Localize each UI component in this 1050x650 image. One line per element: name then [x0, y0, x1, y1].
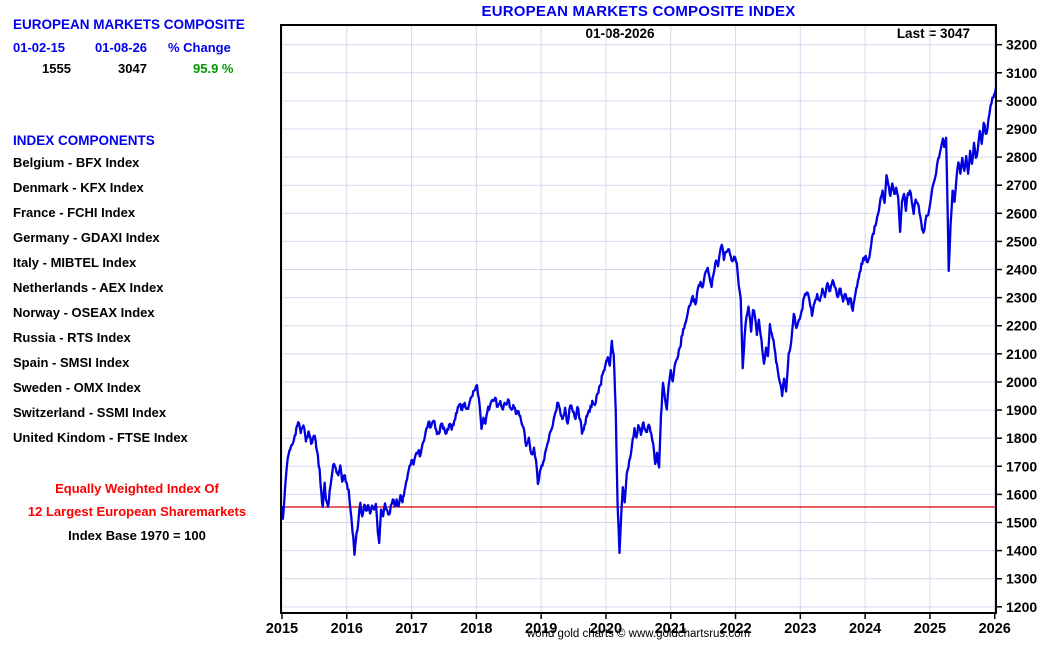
y-tick-label: 1600 [1006, 486, 1037, 502]
last-date-annotation: 01-08-2026 [585, 26, 655, 41]
price-line [280, 86, 998, 556]
index-component-item: Norway - OSEAX Index [13, 305, 155, 320]
y-tick-label: 2100 [1006, 346, 1037, 362]
x-tick-label: 2020 [590, 621, 622, 637]
pct-change-value: 95.9 % [193, 61, 234, 76]
x-tick-label: 2021 [655, 621, 687, 637]
start-value: 1555 [42, 61, 71, 76]
x-tick-label: 2025 [914, 621, 946, 637]
index-component-item: Italy - MIBTEL Index [13, 255, 137, 270]
chart-title: EUROPEAN MARKETS COMPOSITE INDEX [481, 3, 796, 20]
y-tick-label: 2600 [1006, 205, 1037, 221]
pct-change-label: % Change [168, 40, 231, 55]
index-component-item: Denmark - KFX Index [13, 180, 144, 195]
x-tick-label: 2023 [784, 621, 816, 637]
x-tick-label: 2026 [979, 621, 1011, 637]
index-component-item: United Kindom - FTSE Index [13, 430, 188, 445]
y-tick-label: 1200 [1006, 599, 1037, 615]
y-tick-label: 2000 [1006, 374, 1037, 390]
x-tick-label: 2019 [525, 621, 557, 637]
y-tick-label: 2200 [1006, 318, 1037, 334]
index-component-item: Netherlands - AEX Index [13, 280, 164, 295]
y-tick-label: 2900 [1006, 121, 1037, 137]
index-component-item: Spain - SMSI Index [13, 355, 130, 370]
footnote-12-largest: 12 Largest European Sharemarkets [27, 504, 247, 519]
end-date-label: 01-08-26 [95, 40, 148, 55]
index-component-item: Russia - RTS Index [13, 330, 131, 345]
x-tick-label: 2024 [849, 621, 881, 637]
y-tick-label: 3200 [1006, 37, 1037, 53]
y-tick-label: 2800 [1006, 149, 1037, 165]
index-component-item: Sweden - OMX Index [13, 380, 141, 395]
index-component-item: Switzerland - SSMI Index [13, 405, 167, 420]
y-tick-label: 1300 [1006, 571, 1037, 587]
start-date-label: 01-02-15 [13, 40, 66, 55]
y-tick-label: 2300 [1006, 290, 1037, 306]
plot-border [280, 24, 997, 614]
y-tick-label: 1700 [1006, 458, 1037, 474]
end-value: 3047 [118, 61, 147, 76]
index-components-list: Belgium - BFX Index Denmark - KFX Index Fr… [13, 150, 188, 450]
x-tick-label: 2018 [460, 621, 492, 637]
y-tick-label: 2400 [1006, 262, 1037, 278]
index-component-item: Germany - GDAXI Index [13, 230, 160, 245]
chart-footer-credit: world gold charts © www.goldchartsrus.co… [526, 628, 751, 640]
y-tick-label: 2500 [1006, 233, 1037, 249]
footnote-equally-weighted: Equally Weighted Index Of [55, 481, 219, 496]
y-tick-label: 3000 [1006, 93, 1037, 109]
x-tick-label: 2017 [395, 621, 427, 637]
components-title: INDEX COMPONENTS [13, 133, 155, 148]
last-value-annotation: Last = 3047 [896, 26, 970, 41]
footnote-index-base: Index Base 1970 = 100 [68, 528, 206, 543]
x-tick-label: 2022 [719, 621, 751, 637]
y-tick-label: 3100 [1006, 65, 1037, 81]
x-tick-label: 2015 [266, 621, 298, 637]
y-tick-label: 1500 [1006, 514, 1037, 530]
index-component-item: Belgium - BFX Index [13, 155, 140, 170]
x-tick-label: 2016 [331, 621, 363, 637]
y-tick-label: 1800 [1006, 430, 1037, 446]
y-tick-label: 1400 [1006, 543, 1037, 559]
y-tick-label: 2700 [1006, 177, 1037, 193]
index-component-item: France - FCHI Index [13, 205, 136, 220]
panel-title: EUROPEAN MARKETS COMPOSITE [13, 17, 245, 32]
y-tick-label: 1900 [1006, 402, 1037, 418]
